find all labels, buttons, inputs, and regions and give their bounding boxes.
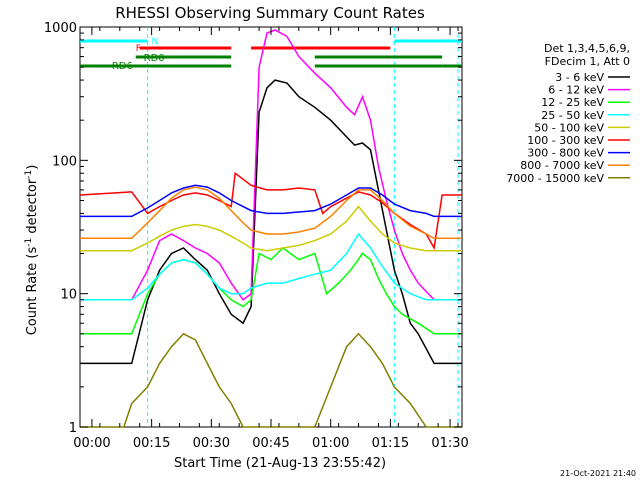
series-line-7 [80,186,462,240]
x-tick-label-3: 00:45 [252,436,289,451]
y-tick-label-1: 10 [60,288,77,303]
series-line-3 [80,232,462,301]
x-tick-label-4: 01:00 [312,436,349,451]
x-tick-label-2: 00:30 [193,436,230,451]
x-tick-label-6: 01:30 [431,436,468,451]
footer-date: 21-Oct-2021 21:40 [560,469,636,478]
chart-title: RHESSI Observing Summary Count Rates [115,4,425,22]
legend-label-8: 7000 - 15000 keV [506,172,604,185]
y-axis-label-rest: detector [25,178,40,238]
flag-label-rd6: RD6 [112,61,133,72]
legend-label-5: 100 - 300 keV [527,134,604,147]
y-axis-label-main: Count Rate (s [25,247,40,336]
y-tick-label-2: 100 [52,154,77,169]
y-tick-label-3: 1000 [44,21,77,36]
flag-label-flare: F [136,44,141,54]
legend-header-line-2: FDecim 1, Att 0 [545,55,630,68]
plot-frame [79,26,463,428]
legend-label-6: 300 - 800 keV [527,147,604,160]
series-line-8 [80,332,462,428]
y-axis-label-sup2: -1 [24,170,34,179]
x-tick-label-1: 00:15 [133,436,170,451]
y-axis-label-sup: -1 [24,238,34,247]
legend-label-1: 6 - 12 keV [548,84,604,97]
legend-label-2: 12 - 25 keV [541,96,604,109]
series-line-5 [79,171,462,251]
flag-label-rd0: RD0 [144,53,165,64]
series-line-4 [80,205,462,252]
y-tick-label-0: 1 [69,421,77,436]
series-line-1 [80,29,462,301]
y-axis-label-close: ) [25,165,40,170]
x-tick-label-0: 00:00 [73,436,110,451]
legend-label-3: 25 - 50 keV [541,109,604,122]
x-tick-label-5: 01:15 [372,436,409,451]
series-line-6 [80,184,462,218]
legend-label-4: 50 - 100 keV [534,121,604,134]
y-axis-label: Count Rate (s-1 detector-1) [24,165,40,336]
series-line-0 [80,79,462,365]
flag-label-night: N [152,37,159,47]
legend-header-line-1: Det 1,3,4,5,6,9, [544,42,630,55]
legend-label-0: 3 - 6 keV [555,71,604,84]
legend-label-7: 800 - 7000 keV [520,159,604,172]
x-axis-label: Start Time (21-Aug-13 23:55:42) [174,456,386,471]
